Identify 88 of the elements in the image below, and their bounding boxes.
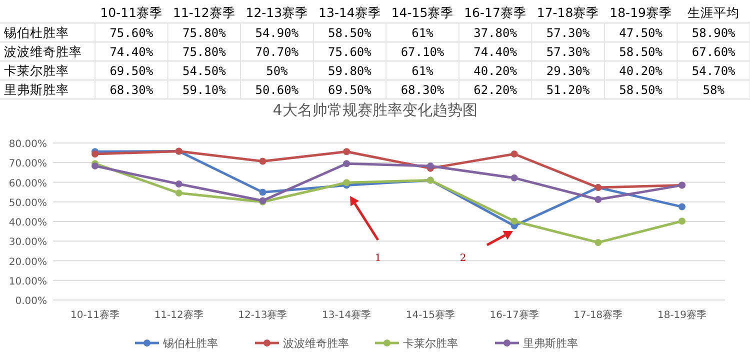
x-tick-label: 12-13赛季	[238, 309, 288, 321]
data-label: 57.30%	[546, 26, 590, 40]
data-label: 75.80%	[182, 45, 227, 59]
point	[678, 203, 686, 210]
point	[510, 174, 518, 182]
annotation: 1	[374, 253, 382, 264]
category-label: 13-14赛季	[318, 5, 381, 20]
y-tick-label: 10.00%	[8, 276, 47, 288]
data-label: 37.80%	[474, 26, 518, 40]
text: 生涯平均	[688, 5, 740, 20]
point	[343, 179, 350, 186]
point	[343, 160, 350, 168]
point	[594, 239, 602, 246]
y-tick-label: 0.00%	[15, 296, 47, 307]
data-label: 69.50%	[110, 64, 154, 78]
data-label: 75.60%	[110, 26, 154, 40]
data-label: 75.80%	[182, 26, 227, 40]
legend-label: 里弗斯胜率	[523, 337, 578, 350]
legend-label: 卡莱尔胜率	[403, 337, 458, 350]
data-label: 68.30%	[400, 83, 445, 97]
text: 58%	[702, 83, 726, 97]
y-tick-label: 40.00%	[8, 218, 47, 228]
point	[678, 218, 686, 225]
data-label: 62.20%	[474, 83, 518, 97]
data-label: 61%	[412, 26, 434, 40]
x-tick-label: 16-17赛季	[490, 309, 539, 321]
text: 里弗斯胜率	[4, 82, 69, 97]
point	[175, 190, 182, 197]
data-label: 68.30%	[110, 83, 154, 97]
legend-label: 锡伯杜胜率	[162, 337, 218, 350]
point	[259, 158, 266, 165]
data-label: 54.50%	[182, 64, 227, 78]
y-tick-label: 80.00%	[8, 139, 47, 150]
x-tick-label: 14-15赛季	[406, 309, 455, 321]
data-label: 58.50%	[328, 26, 372, 40]
category-label: 17-18赛季	[536, 5, 600, 20]
data-label: 29.30%	[546, 64, 590, 78]
data-label: 67.10%	[400, 45, 445, 59]
text: 卡莱尔胜率	[4, 63, 69, 78]
text: 54.70%	[692, 64, 736, 78]
data-label: 40.20%	[619, 64, 664, 78]
data-label: 50%	[266, 64, 289, 78]
x-tick-label: 18-19赛季	[657, 309, 707, 321]
category-label: 11-12赛季	[173, 5, 236, 20]
y-tick-label: 60.00%	[8, 178, 47, 190]
data-label: 59.80%	[328, 64, 372, 78]
legend-label: 波波维奇胜率	[283, 337, 349, 350]
point	[426, 162, 434, 170]
x-tick-label: 17-18赛季	[574, 309, 623, 321]
chart-title: 4大名帅常规赛胜率变化趋势图	[272, 101, 478, 119]
point	[594, 196, 602, 204]
data-label: 57.30%	[546, 45, 590, 59]
data-label: 74.40%	[110, 45, 154, 59]
data-label: 69.50%	[328, 83, 372, 97]
point	[259, 188, 266, 196]
data-label: 70.70%	[255, 45, 300, 59]
text: 67.60%	[692, 45, 736, 59]
category-label: 16-17赛季	[464, 5, 526, 20]
y-tick-label: 20.00%	[8, 256, 47, 268]
data-label: 75.60%	[328, 45, 372, 59]
x-tick-label: 10-11赛季	[70, 309, 120, 321]
text: 锡伯杜胜率	[4, 25, 69, 40]
y-tick-label: 50.00%	[8, 198, 47, 209]
point	[510, 150, 518, 158]
x-tick-label: 11-12赛季	[154, 309, 204, 321]
data-label: 58.50%	[619, 45, 664, 59]
y-tick-label: 30.00%	[8, 237, 47, 248]
data-label: 59.10%	[182, 83, 227, 97]
data-label: 74.40%	[474, 45, 518, 59]
y-tick-label: 70.00%	[8, 158, 47, 170]
category-label: 12-13赛季	[246, 5, 308, 20]
point	[343, 148, 350, 156]
point	[510, 218, 518, 225]
text: 58.90%	[692, 26, 736, 40]
category-label: 18-19赛季	[610, 5, 672, 20]
data-label: 50.60%	[255, 83, 300, 97]
data-label: 54.90%	[255, 26, 300, 40]
category-label: 10-11赛季	[100, 5, 163, 20]
annotation: 2	[460, 253, 466, 264]
category-label: 14-15赛季	[391, 5, 454, 20]
data-label: 40.20%	[474, 64, 518, 78]
data-label: 51.20%	[546, 83, 590, 97]
text: 波波维奇胜率	[4, 44, 82, 59]
point	[175, 180, 182, 188]
data-label: 47.50%	[619, 26, 664, 40]
data-label: 61%	[412, 64, 434, 78]
data-label: 58.50%	[619, 83, 664, 97]
x-tick-label: 13-14赛季	[322, 309, 372, 321]
